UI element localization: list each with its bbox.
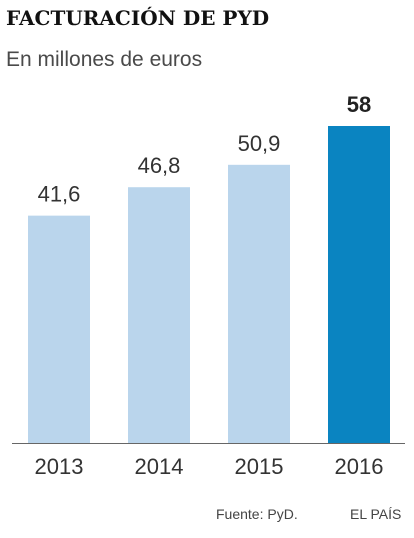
value-label-2014: 46,8 <box>138 153 181 178</box>
value-label-2013: 41,6 <box>38 182 81 207</box>
value-label-2016: 58 <box>347 92 371 117</box>
category-label-2016: 2016 <box>335 454 384 479</box>
chart-subtitle: En millones de euros <box>6 48 203 71</box>
bar-2015 <box>228 164 290 443</box>
category-label-2014: 2014 <box>135 454 184 479</box>
publisher-label: EL PAÍS <box>350 506 402 522</box>
bar-2016 <box>328 126 390 443</box>
chart-title: FACTURACIÓN DE PYD <box>6 6 270 30</box>
category-label-2015: 2015 <box>235 454 284 479</box>
value-label-2015: 50,9 <box>238 131 281 156</box>
bar-2013 <box>28 215 90 443</box>
category-label-2013: 2013 <box>35 454 84 479</box>
bar-2014 <box>128 187 190 443</box>
source-note: Fuente: PyD. <box>216 506 298 522</box>
